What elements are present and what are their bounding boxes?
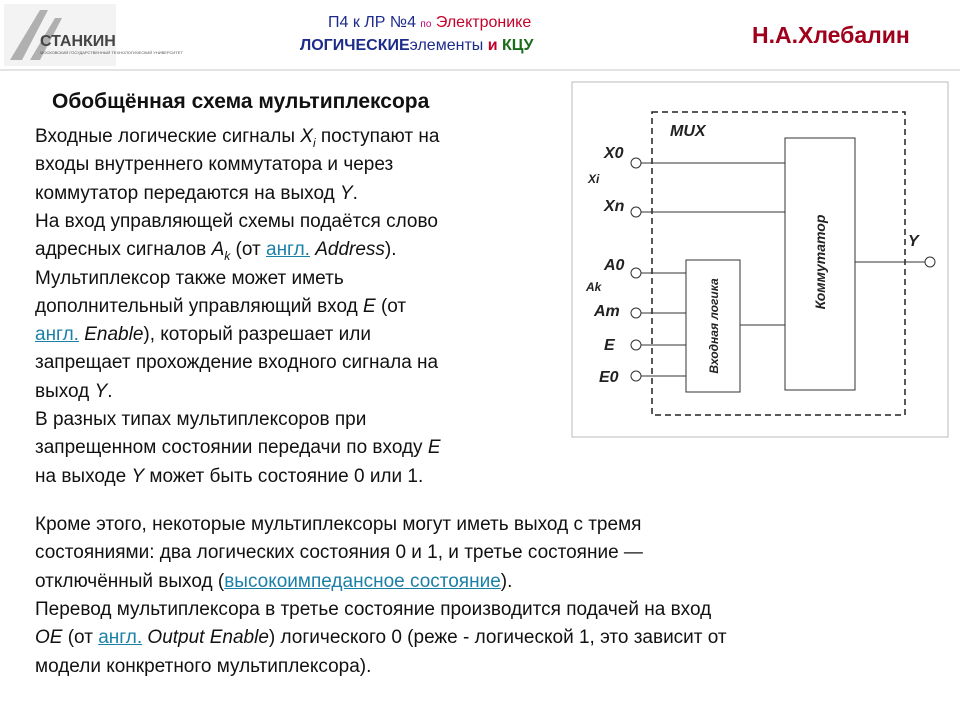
course-line: ЛОГИЧЕСКИЕэлементы и КЦУ (300, 37, 533, 55)
input-label: E0 (599, 369, 619, 386)
text-run: запрещенном состоянии передачи по входу (35, 437, 428, 459)
course-text: и (487, 37, 498, 54)
text-line: на выходе Y может быть состояние 0 или 1… (35, 465, 423, 489)
text-run: может быть состояние 0 или 1. (144, 465, 424, 487)
text-line: Мультиплексор также может иметь (35, 267, 344, 291)
text-run: (от (375, 295, 407, 317)
course-text: П4 к ЛР №4 (328, 14, 416, 31)
course-text: ЛОГИЧЕСКИЕ (300, 37, 410, 54)
output-label: Y (908, 233, 920, 250)
link[interactable]: высокоимпедансное состояние (224, 570, 501, 592)
course-text: КЦУ (502, 37, 534, 54)
input-label: E (604, 337, 616, 354)
text-line: адресных сигналов Ak (от англ. Address). (35, 238, 397, 268)
text-line: входы внутреннего коммутатора и через (35, 153, 393, 177)
text-run: В разных типах мультиплексоров при (35, 409, 367, 430)
text-run: коммутатор передаются на выход (35, 182, 340, 204)
wires (630, 157, 936, 382)
text-run: ). (500, 570, 513, 592)
text-run: адресных сигналов (35, 239, 212, 261)
italic-text: Y (94, 380, 108, 402)
link[interactable]: англ. (35, 324, 79, 346)
logic-block-label: Входная логика (707, 278, 721, 374)
text-run: ), который разрешает или (143, 324, 371, 346)
text-line: запрещенном состоянии передачи по входу … (35, 436, 441, 460)
text-line: коммутатор передаются на выход Y. (35, 182, 358, 206)
text-run: запрещает прохождение входного сигнала н… (35, 352, 439, 374)
text-line: запрещает прохождение входного сигнала н… (35, 351, 438, 375)
input-label: X0 (603, 145, 624, 162)
input-label: Xn (603, 198, 625, 215)
italic-text: Enable (84, 324, 144, 346)
text-line: выход Y. (35, 380, 113, 404)
slide-title: Обобщённая схема мультиплексора (52, 90, 430, 113)
course-text: по (420, 19, 432, 30)
mux-boundary (651, 111, 906, 416)
text-line: дополнительный управляющий вход E (от (35, 295, 406, 319)
input-label: A0 (603, 257, 625, 274)
text-line: OE (от англ. Output Enable) логического … (35, 626, 727, 650)
text-run: (от (230, 239, 266, 261)
course-line: П4 к ЛР №4 по Электронике (328, 14, 531, 32)
logic-block (685, 259, 741, 393)
italic-text: Y (339, 182, 353, 204)
text-run: выход (35, 380, 95, 402)
text-run: Входные логические сигналы (35, 126, 301, 147)
text-line: В разных типах мультиплексоров при (35, 408, 366, 432)
course-text: элементы (409, 37, 484, 54)
text-run: модели конкретного мультиплексора). (35, 655, 372, 677)
subscript: i (312, 135, 316, 150)
text-run: На вход управляющей схемы подаётся слово (35, 210, 438, 232)
logo-subtitle: МОСКОВСКИЙ ГОСУДАРСТВЕННЫЙ ТЕХНОЛОГИЧЕСК… (40, 50, 183, 55)
text-line: отключённый выход (высокоимпедансное сос… (35, 570, 512, 594)
text-run: ) логического 0 (реже - логической 1, эт… (268, 627, 727, 649)
text-run: . (107, 380, 113, 402)
link[interactable]: англ. (98, 627, 143, 649)
text-line: состояниями: два логических состояния 0 … (35, 541, 643, 565)
mux-label: MUX (670, 123, 707, 140)
text-line: Перевод мультиплексора в третье состояни… (35, 598, 711, 622)
italic-text: A (211, 239, 225, 261)
text-line: На вход управляющей схемы подаётся слово (35, 210, 438, 234)
text-run: состояниями: два логических состояния 0 … (35, 542, 643, 564)
italic-text: Address (315, 239, 385, 261)
text-line: Входные логические сигналы Xi поступают … (35, 125, 439, 155)
switch-block-label: Коммутатор (812, 214, 828, 309)
text-run: (от (62, 627, 99, 649)
text-run: ). (384, 239, 397, 261)
logo-text: СТАНКИН (40, 33, 116, 50)
text-run: Мультиплексор также может иметь (35, 267, 344, 289)
italic-text: Y (131, 465, 145, 487)
text-line: Кроме этого, некоторые мультиплексоры мо… (35, 513, 641, 537)
input-label: Xi (587, 172, 600, 186)
text-line: модели конкретного мультиплексора). (35, 655, 371, 679)
text-run: . (352, 182, 358, 204)
switch-block (784, 137, 856, 391)
text-run: Перевод мультиплексора в третье состояни… (35, 598, 712, 620)
italic-text: OE (35, 627, 63, 649)
italic-text: X (300, 126, 313, 147)
link[interactable]: англ. (266, 239, 310, 261)
text-run: поступают на (315, 126, 440, 147)
logo-icon (10, 10, 62, 60)
course-text: Электронике (435, 14, 532, 31)
italic-text: E (427, 437, 441, 459)
input-label: Ak (585, 280, 603, 294)
text-run: на выходе (35, 465, 132, 487)
italic-text: E (362, 295, 376, 317)
diagram-frame (571, 81, 949, 438)
text-run: отключённый выход ( (35, 570, 225, 592)
text-run: дополнительный управляющий вход (35, 295, 363, 317)
text-run: Кроме этого, некоторые мультиплексоры мо… (35, 514, 642, 535)
text-run: входы внутреннего коммутатора и через (35, 154, 394, 176)
text-line: англ. Enable), который разрешает или (35, 323, 371, 347)
italic-text: Output Enable (147, 627, 269, 649)
subscript: k (224, 248, 231, 263)
author: Н.А.Хлебалин (752, 22, 910, 48)
input-label: Am (593, 303, 620, 320)
